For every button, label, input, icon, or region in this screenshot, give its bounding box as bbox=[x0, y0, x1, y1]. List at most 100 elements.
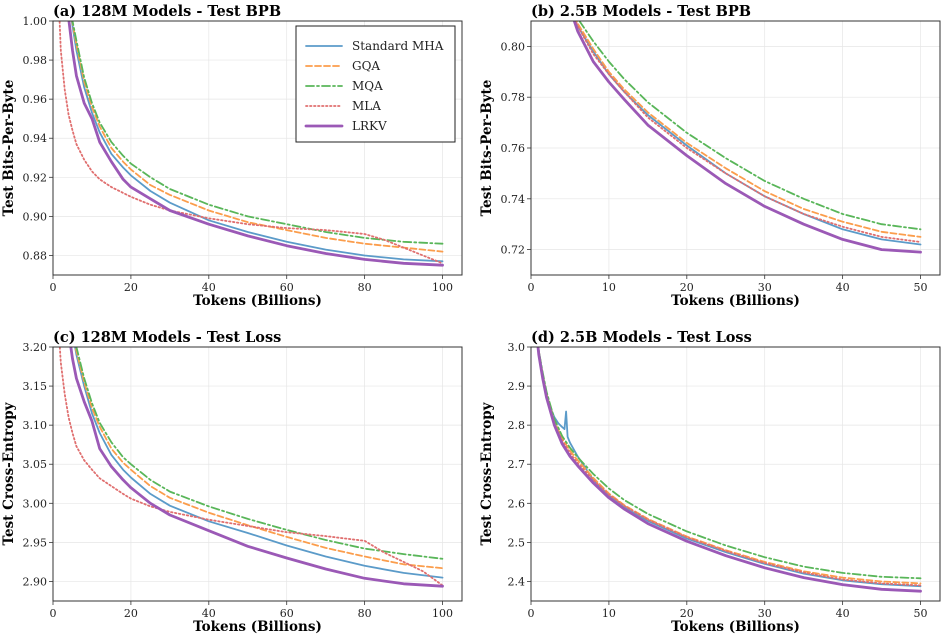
x-tick-label: 30 bbox=[758, 281, 772, 294]
x-tick-label: 0 bbox=[50, 607, 57, 620]
y-tick-label: 0.94 bbox=[23, 132, 48, 145]
panel-c-xticks: 0 20 40 60 80 100 bbox=[50, 601, 453, 620]
panel-c-frame bbox=[52, 346, 463, 602]
y-tick-label: 3.15 bbox=[23, 380, 48, 393]
y-tick-label: 3.00 bbox=[23, 497, 48, 510]
series-line-mla bbox=[574, 21, 922, 243]
series-line-lrkv bbox=[536, 347, 922, 593]
y-tick-label: 3.0 bbox=[508, 341, 526, 354]
panel-a-xlabel: Tokens (Billions) bbox=[193, 293, 322, 309]
legend-label-mqa: MQA bbox=[352, 79, 383, 93]
series-line-standard-mha bbox=[574, 21, 922, 246]
panel-a-yticks: 0.88 0.90 0.92 0.94 0.96 0.98 1.00 bbox=[23, 15, 53, 262]
x-tick-label: 60 bbox=[280, 607, 294, 620]
series-line-mqa bbox=[71, 21, 444, 245]
series-line-mqa bbox=[578, 21, 922, 231]
series-line-mla bbox=[58, 21, 444, 265]
y-tick-label: 0.72 bbox=[501, 244, 526, 257]
x-tick-label: 10 bbox=[602, 281, 616, 294]
legend-label-gqa: GQA bbox=[352, 59, 380, 73]
y-tick-label: 0.74 bbox=[501, 193, 526, 206]
x-tick-label: 60 bbox=[280, 281, 294, 294]
panel-c-title: (c) 128M Models - Test Loss bbox=[53, 329, 281, 346]
y-tick-label: 0.90 bbox=[23, 210, 48, 223]
y-tick-label: 0.78 bbox=[501, 91, 526, 104]
panel-b-xticks: 0 10 20 30 40 50 bbox=[528, 275, 928, 294]
x-tick-label: 20 bbox=[124, 607, 138, 620]
panel-d-yticks: 2.4 2.5 2.6 2.7 2.8 2.9 3.0 bbox=[508, 341, 531, 588]
series-line-mla bbox=[58, 347, 444, 587]
x-tick-label: 30 bbox=[758, 607, 772, 620]
series-line-standard-mha bbox=[70, 21, 444, 263]
y-tick-label: 2.4 bbox=[508, 575, 526, 588]
x-tick-label: 0 bbox=[528, 607, 535, 620]
y-tick-label: 2.5 bbox=[508, 536, 526, 549]
x-tick-label: 20 bbox=[680, 607, 694, 620]
x-tick-label: 50 bbox=[914, 281, 928, 294]
series-line-mla bbox=[537, 347, 922, 587]
series-line-standard-mha bbox=[537, 347, 922, 588]
panel-b-lines bbox=[572, 21, 922, 254]
legend-label-standard-mha: Standard MHA bbox=[352, 39, 444, 53]
legend: Standard MHA GQA MQA MLA LRKV bbox=[295, 25, 456, 143]
panel-d-ylabel: Test Cross-Entropy bbox=[479, 401, 495, 545]
legend-label-lrkv: LRKV bbox=[352, 119, 387, 133]
series-line-lrkv bbox=[69, 347, 444, 588]
panel-d-title: (d) 2.5B Models - Test Loss bbox=[531, 329, 752, 346]
y-tick-label: 2.8 bbox=[508, 419, 526, 432]
y-tick-label: 2.6 bbox=[508, 497, 526, 510]
x-tick-label: 50 bbox=[914, 607, 928, 620]
x-tick-label: 80 bbox=[358, 607, 372, 620]
y-tick-label: 0.80 bbox=[501, 40, 526, 53]
y-tick-label: 0.96 bbox=[23, 93, 48, 106]
x-tick-label: 100 bbox=[432, 607, 453, 620]
panel-a-frame bbox=[52, 20, 463, 276]
panel-c-xlabel: Tokens (Billions) bbox=[193, 619, 322, 635]
panel-b-title: (b) 2.5B Models - Test BPB bbox=[531, 3, 751, 20]
x-tick-label: 80 bbox=[358, 281, 372, 294]
y-tick-label: 2.7 bbox=[508, 458, 526, 471]
panel-d-xticks: 0 10 20 30 40 50 bbox=[528, 601, 928, 620]
panel-d-frame bbox=[530, 346, 941, 602]
panel-c-lines bbox=[58, 347, 444, 588]
series-line-lrkv bbox=[67, 21, 444, 267]
y-tick-label: 2.90 bbox=[23, 575, 48, 588]
x-tick-label: 40 bbox=[836, 607, 850, 620]
series-line-lrkv bbox=[572, 21, 922, 254]
x-tick-label: 0 bbox=[50, 281, 57, 294]
series-line-gqa bbox=[71, 21, 444, 253]
panel-a-lines bbox=[58, 21, 444, 267]
panel-b: 0 10 20 30 40 50 0.72 0.74 0.76 0.78 0.80 (b) 2.5… bbox=[479, 3, 941, 309]
y-tick-label: 1.00 bbox=[23, 15, 48, 28]
panel-c-yticks: 2.90 2.95 3.00 3.05 3.10 3.15 3.20 bbox=[23, 341, 53, 588]
y-tick-label: 3.05 bbox=[23, 458, 48, 471]
panel-d: 0 10 20 30 40 50 2.4 2.5 2.6 2.7 2.8 2.9 3.0 (d) 2.… bbox=[479, 329, 941, 635]
panel-b-yticks: 0.72 0.74 0.76 0.78 0.80 bbox=[501, 40, 531, 257]
series-line-gqa bbox=[575, 21, 922, 238]
x-tick-label: 20 bbox=[124, 281, 138, 294]
y-tick-label: 0.98 bbox=[23, 54, 48, 67]
series-line-mqa bbox=[75, 347, 444, 560]
panel-b-ylabel: Test Bits-Per-Byte bbox=[479, 80, 495, 217]
series-line-standard-mha bbox=[74, 347, 444, 579]
y-tick-label: 2.95 bbox=[23, 536, 48, 549]
x-tick-label: 40 bbox=[836, 281, 850, 294]
y-tick-label: 2.9 bbox=[508, 380, 526, 393]
y-tick-label: 0.88 bbox=[23, 249, 48, 262]
legend-label-mla: MLA bbox=[352, 99, 381, 113]
y-tick-label: 0.92 bbox=[23, 171, 48, 184]
x-tick-label: 20 bbox=[680, 281, 694, 294]
y-tick-label: 3.20 bbox=[23, 341, 48, 354]
legend-entries: Standard MHA GQA MQA MLA LRKV bbox=[304, 39, 444, 133]
panel-a-title: (a) 128M Models - Test BPB bbox=[53, 3, 281, 20]
x-tick-label: 40 bbox=[202, 607, 216, 620]
panel-c: 0 20 40 60 80 100 2.90 2.95 3.00 3.05 3.10 3.15 3.2… bbox=[1, 329, 463, 635]
panel-a-ylabel: Test Bits-Per-Byte bbox=[1, 80, 17, 217]
panel-a-xticks: 0 20 40 60 80 100 bbox=[50, 275, 453, 294]
x-tick-label: 100 bbox=[432, 281, 453, 294]
y-tick-label: 3.10 bbox=[23, 419, 48, 432]
series-line-gqa bbox=[74, 347, 444, 570]
x-tick-label: 10 bbox=[602, 607, 616, 620]
panel-d-lines bbox=[536, 347, 922, 593]
